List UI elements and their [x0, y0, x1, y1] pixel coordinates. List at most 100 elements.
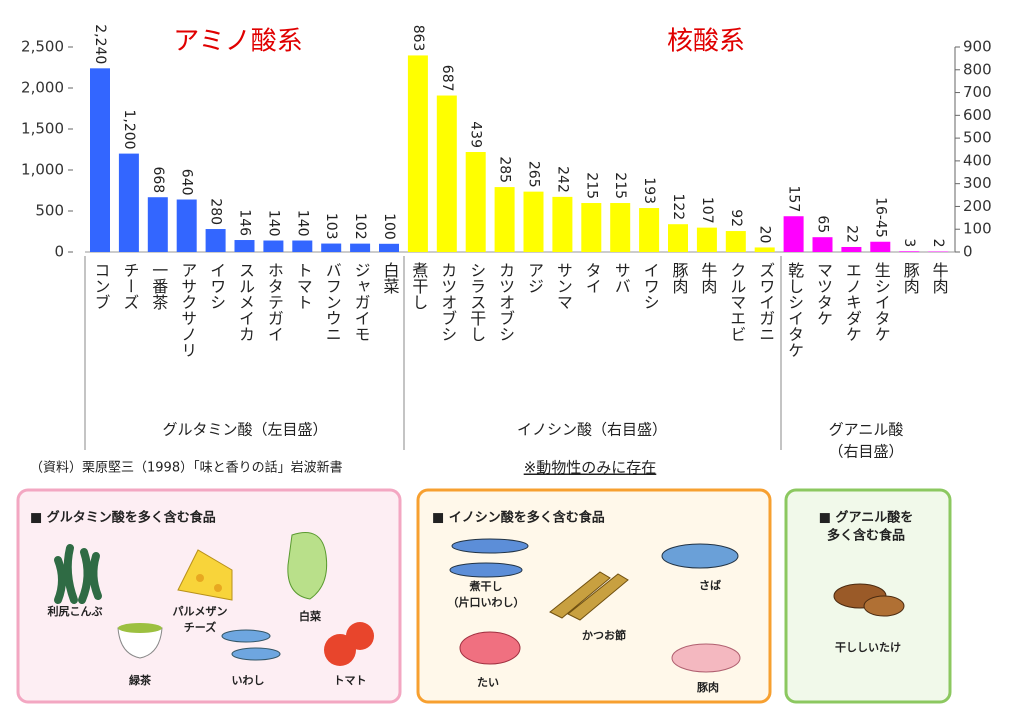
value-label: 100	[381, 213, 397, 240]
x-tick-label: 豚肉	[670, 262, 689, 294]
group-label: （右目盛）	[828, 443, 903, 461]
x-tick-label: 牛肉	[930, 262, 949, 294]
bar	[350, 243, 371, 252]
bar	[783, 216, 804, 252]
x-tick-label: ズワイガニ	[756, 262, 775, 342]
value-label: 22	[843, 225, 859, 243]
x-tick-label: ホタテガイ	[265, 262, 284, 342]
value-label: 668	[150, 166, 166, 193]
bar	[292, 240, 313, 252]
value-label: 92	[728, 209, 744, 227]
value-label: 2,240	[92, 24, 108, 64]
x-tick-label: 豚肉	[901, 262, 920, 294]
x-tick-label: 白菜	[381, 262, 400, 294]
bar	[407, 55, 428, 252]
x-tick-label: コンブ	[92, 262, 111, 310]
value-label: 102	[352, 213, 368, 240]
bar	[725, 231, 746, 252]
value-label: 140	[294, 210, 310, 237]
value-label: 280	[208, 198, 224, 225]
bar	[899, 251, 920, 252]
note: ※動物性のみに存在	[524, 459, 657, 477]
bar	[234, 240, 255, 252]
x-tick-label: エノキダケ	[843, 262, 862, 342]
x-tick-label: チーズ	[120, 262, 139, 310]
bar	[436, 95, 457, 253]
bar	[494, 187, 515, 252]
bar	[870, 241, 891, 252]
bar	[668, 224, 688, 252]
bar	[552, 196, 573, 252]
food-label: 干ししいたけ	[835, 641, 901, 654]
value-label: 20	[757, 226, 773, 244]
food-label: トマト	[334, 674, 367, 687]
x-tick-label: 煮干し	[409, 262, 428, 310]
x-tick-label: シラス干し	[467, 262, 486, 342]
y2-tick-label: 0	[963, 243, 973, 261]
value-label: 146	[237, 209, 253, 236]
bar	[523, 191, 544, 252]
value-label: 193	[641, 177, 657, 204]
bar	[639, 208, 660, 252]
y-tick-label: 500	[35, 202, 64, 220]
bar	[176, 199, 197, 252]
bar	[379, 243, 399, 252]
x-tick-label: トマト	[294, 262, 313, 310]
x-tick-label: 一番茶	[149, 262, 168, 310]
x-tick-label: カツオブシ	[496, 262, 515, 342]
bar	[812, 237, 833, 252]
y2-tick-label: 100	[963, 220, 992, 238]
x-tick-label: ジャガイモ	[352, 262, 371, 342]
group-label: グルタミン酸（左目盛）	[162, 421, 327, 439]
x-tick-label: カツオブシ	[438, 262, 457, 342]
y2-tick-label: 700	[963, 83, 992, 101]
value-label: 140	[265, 210, 281, 237]
x-tick-label: マツタケ	[814, 262, 833, 326]
x-tick-label: サンマ	[554, 262, 573, 310]
value-label: 439	[468, 121, 484, 148]
bar	[118, 153, 139, 252]
value-label: 863	[410, 25, 426, 52]
x-tick-label: 乾しシイタケ	[785, 262, 804, 358]
x-tick-label: 牛肉	[698, 262, 717, 294]
y2-tick-label: 400	[963, 151, 992, 169]
food-label: 豚肉	[697, 680, 719, 694]
y2-tick-label: 200	[963, 197, 992, 215]
y-tick-label: 1,500	[21, 120, 64, 138]
food-label: たい	[477, 676, 499, 689]
value-label: 157	[786, 186, 802, 213]
bar	[581, 203, 602, 252]
x-tick-label: イワシ	[207, 262, 226, 310]
y-tick-label: 0	[54, 243, 64, 261]
y2-tick-label: 800	[963, 60, 992, 78]
bar	[90, 68, 110, 252]
value-label: 265	[526, 161, 542, 188]
food-label: いわし	[232, 674, 265, 687]
bar	[841, 246, 862, 252]
bar	[147, 197, 168, 252]
value-label: 285	[497, 156, 513, 183]
x-tick-label: スルメイカ	[236, 262, 255, 342]
food-label: パルメザン	[173, 605, 228, 618]
food-label: チーズ	[184, 620, 216, 634]
value-label: 215	[612, 172, 628, 199]
value-label: 2	[930, 239, 946, 248]
food-label: かつお節	[582, 628, 626, 642]
x-tick-label: タイ	[583, 262, 602, 294]
y2-tick-label: 900	[963, 38, 992, 56]
x-tick-label: 生シイタケ	[872, 262, 891, 342]
icons	[54, 532, 905, 673]
value-label: 1,200	[121, 110, 137, 150]
y2-tick-label: 300	[963, 174, 992, 192]
bar	[610, 203, 631, 252]
food-label: 白菜	[299, 609, 322, 623]
x-tick-label: アジ	[525, 262, 544, 294]
y-tick-label: 2,500	[21, 38, 64, 56]
panel-title: ■ イノシン酸を多く含む食品	[432, 510, 605, 526]
x-tick-label: イワシ	[641, 262, 660, 310]
panel-title: 多く含む食品	[827, 528, 905, 544]
panel-title: ■ グアニル酸を	[819, 510, 914, 526]
value-label: 107	[699, 197, 715, 224]
y-tick-label: 2,000	[21, 79, 64, 97]
value-label: 215	[583, 172, 599, 199]
